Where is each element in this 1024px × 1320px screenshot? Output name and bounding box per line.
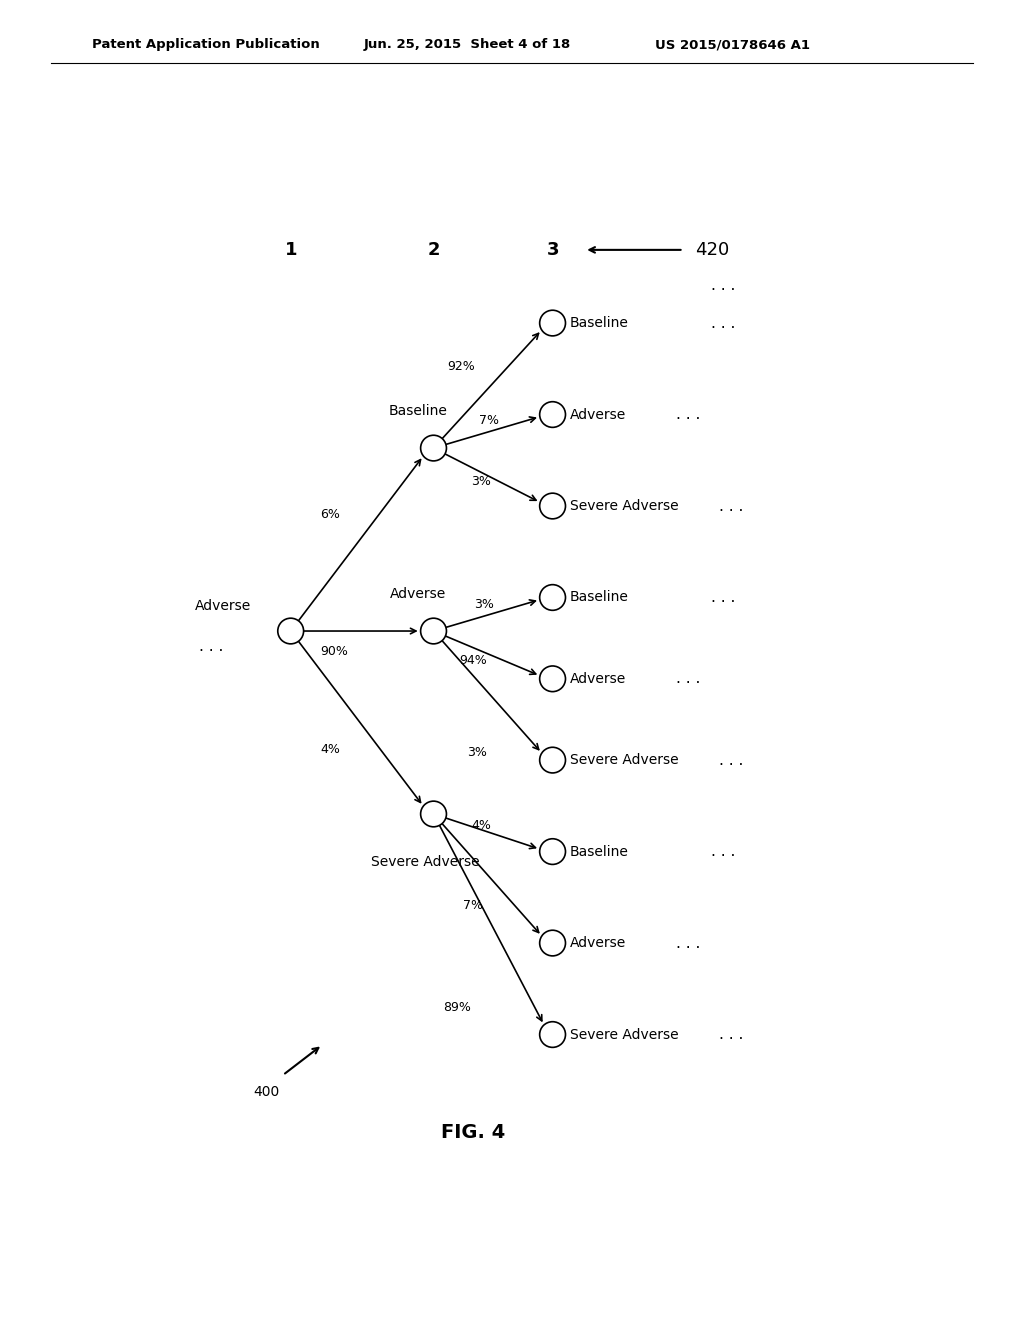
Ellipse shape — [540, 494, 565, 519]
Text: Adverse: Adverse — [195, 598, 251, 612]
Text: 3%: 3% — [471, 475, 492, 488]
Ellipse shape — [421, 801, 446, 826]
Text: Adverse: Adverse — [570, 408, 627, 421]
Text: . . .: . . . — [200, 639, 224, 653]
Text: 94%: 94% — [460, 653, 487, 667]
Text: . . .: . . . — [712, 279, 735, 293]
Ellipse shape — [540, 747, 565, 774]
Text: 4%: 4% — [471, 818, 492, 832]
Text: Baseline: Baseline — [388, 404, 447, 417]
Text: 3%: 3% — [467, 747, 487, 759]
Text: 400: 400 — [254, 1085, 280, 1100]
Ellipse shape — [540, 310, 565, 335]
Text: 89%: 89% — [443, 1001, 471, 1014]
Text: 6%: 6% — [321, 508, 340, 520]
Text: 3: 3 — [547, 240, 559, 259]
Ellipse shape — [278, 618, 303, 644]
Text: 92%: 92% — [447, 360, 475, 374]
Text: Patent Application Publication: Patent Application Publication — [92, 38, 319, 51]
Text: . . .: . . . — [719, 752, 743, 768]
Ellipse shape — [540, 667, 565, 692]
Text: Baseline: Baseline — [570, 315, 629, 330]
Text: Baseline: Baseline — [570, 845, 629, 858]
Text: . . .: . . . — [676, 936, 700, 950]
Text: Severe Adverse: Severe Adverse — [570, 499, 679, 513]
Text: . . .: . . . — [719, 1027, 743, 1041]
Text: US 2015/0178646 A1: US 2015/0178646 A1 — [655, 38, 810, 51]
Text: 7%: 7% — [479, 414, 499, 428]
Text: 3%: 3% — [473, 598, 494, 611]
Text: Adverse: Adverse — [570, 936, 627, 950]
Text: Severe Adverse: Severe Adverse — [372, 854, 480, 869]
Text: . . .: . . . — [712, 590, 735, 605]
Text: . . .: . . . — [719, 499, 743, 513]
Text: Severe Adverse: Severe Adverse — [570, 754, 679, 767]
Text: . . .: . . . — [676, 672, 700, 686]
Ellipse shape — [540, 585, 565, 610]
Text: Baseline: Baseline — [570, 590, 629, 605]
Ellipse shape — [540, 401, 565, 428]
Ellipse shape — [540, 838, 565, 865]
Text: Jun. 25, 2015  Sheet 4 of 18: Jun. 25, 2015 Sheet 4 of 18 — [364, 38, 570, 51]
Text: 420: 420 — [695, 240, 730, 259]
Text: . . .: . . . — [712, 315, 735, 330]
Text: . . .: . . . — [712, 843, 735, 859]
Ellipse shape — [421, 436, 446, 461]
Text: Severe Adverse: Severe Adverse — [570, 1027, 679, 1041]
Ellipse shape — [540, 931, 565, 956]
Ellipse shape — [421, 618, 446, 644]
Text: 2: 2 — [427, 240, 439, 259]
Text: Adverse: Adverse — [389, 586, 445, 601]
Text: 1: 1 — [285, 240, 297, 259]
Text: FIG. 4: FIG. 4 — [441, 1122, 505, 1142]
Ellipse shape — [540, 1022, 565, 1047]
Text: 4%: 4% — [321, 743, 340, 756]
Text: Adverse: Adverse — [570, 672, 627, 686]
Text: 90%: 90% — [321, 645, 348, 657]
Text: 7%: 7% — [463, 899, 483, 912]
Text: . . .: . . . — [676, 407, 700, 422]
